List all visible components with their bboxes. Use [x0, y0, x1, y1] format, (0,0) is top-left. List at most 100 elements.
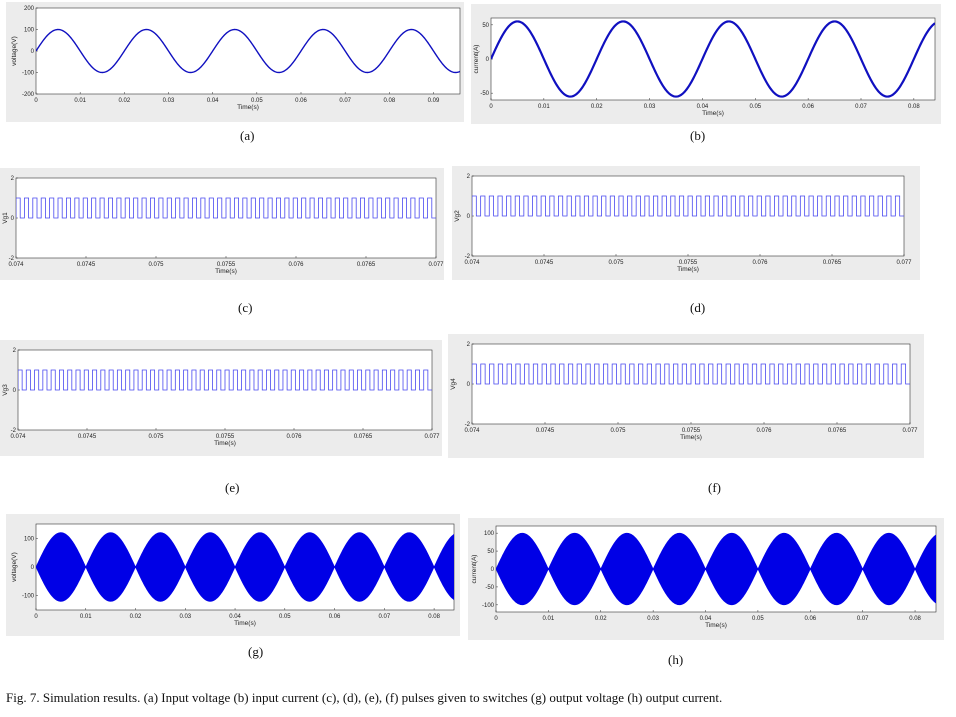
x-axis-label: Time(s): [702, 110, 724, 117]
x-tick-label: 0.02: [130, 614, 142, 620]
x-tick-label: 0.02: [595, 616, 607, 622]
y-tick-label: -50: [480, 91, 489, 97]
series-line: [36, 28, 460, 74]
y-tick-label: -2: [465, 422, 471, 428]
trace-group: [496, 532, 936, 606]
x-tick-label: 0.076: [756, 428, 772, 434]
x-tick-label: 0.076: [288, 262, 304, 268]
x-tick-label: 0.077: [428, 262, 444, 268]
subfig-label-b: (b): [690, 128, 706, 143]
x-tick-label: 0.0765: [354, 434, 373, 440]
x-tick-label: 0.0745: [536, 428, 555, 434]
y-tick-label: 0: [31, 49, 35, 55]
y-tick-label: -2: [465, 254, 471, 260]
x-tick-label: 0.06: [295, 98, 307, 104]
chart-b: 0 0.01 0.02 0.03 0.04 0.05 0.06 0.07 0.08 50 0 -50 T…: [473, 17, 936, 117]
y-tick-label: 50: [482, 23, 489, 29]
x-tick-label: 0.01: [74, 98, 86, 104]
panel-d: 0.074 0.0745 0.075 0.0755 0.076 0.0765 0.077 2 0…: [452, 166, 920, 280]
y-axis-label: voltage(V): [11, 36, 18, 66]
x-tick-label: 0.01: [543, 616, 555, 622]
y-tick-label: 100: [24, 28, 35, 34]
x-tick-label: 0.075: [610, 428, 626, 434]
pulse-train: [16, 197, 436, 219]
y-tick-label: 2: [467, 342, 471, 348]
x-tick-label: 0.077: [896, 260, 912, 266]
trace-group: [16, 197, 436, 219]
x-tick-label: 0: [34, 614, 38, 620]
x-tick-label: 0.075: [608, 260, 624, 266]
x-tick-label: 0.076: [752, 260, 768, 266]
x-tick-label: 0.0755: [216, 434, 235, 440]
x-tick-label: 0.08: [909, 616, 921, 622]
panel-h: 0 0.01 0.02 0.03 0.04 0.05 0.06 0.07 0.08 100 50 0 -…: [468, 518, 944, 640]
y-tick-label: 0: [491, 567, 495, 573]
x-tick-label: 0.03: [163, 98, 175, 104]
panel-g: 0 0.01 0.02 0.03 0.04 0.05 0.06 0.07 0.08 100 0 -10…: [6, 514, 460, 636]
x-tick-label: 0.0745: [535, 260, 554, 266]
y-axis-label: Vg1: [2, 212, 9, 224]
x-tick-label: 0.0755: [217, 262, 236, 268]
x-axis-label: Time(s): [214, 440, 236, 447]
subfig-label-d: (d): [690, 300, 706, 315]
x-tick-label: 0.04: [207, 98, 219, 104]
panel-b: 0 0.01 0.02 0.03 0.04 0.05 0.06 0.07 0.08 50 0 -50 T…: [471, 4, 941, 124]
y-tick-label: -100: [22, 71, 35, 77]
y-tick-label: 50: [487, 549, 494, 555]
x-tick-label: 0.01: [538, 104, 550, 110]
y-tick-label: 2: [467, 174, 471, 180]
x-tick-label: 0.075: [148, 262, 164, 268]
trace-group: [491, 20, 935, 98]
y-tick-label: 200: [24, 6, 35, 12]
x-tick-label: 0: [34, 98, 38, 104]
y-tick-label: 2: [13, 348, 17, 354]
y-tick-label: -2: [11, 428, 17, 434]
pulse-train: [472, 363, 910, 385]
pulse-train: [472, 195, 904, 217]
x-tick-label: 0.07: [855, 104, 867, 110]
panel-f: 0.074 0.0745 0.075 0.0755 0.076 0.0765 0.077 2 0…: [448, 334, 924, 458]
chart-g: 0 0.01 0.02 0.03 0.04 0.05 0.06 0.07 0.08 100 0 -10…: [11, 523, 455, 627]
x-tick-label: 0.0765: [828, 428, 847, 434]
x-tick-label: 0.04: [700, 616, 712, 622]
y-tick-label: -100: [22, 594, 35, 600]
panel-e: 0.074 0.0745 0.075 0.0755 0.076 0.0765 0.077 2 0…: [0, 340, 442, 456]
chart-e: 0.074 0.0745 0.075 0.0755 0.076 0.0765 0.077 2 0…: [2, 348, 440, 447]
y-tick-label: 0: [467, 382, 471, 388]
chart-c: 0.074 0.0745 0.075 0.0755 0.076 0.0765 0.077 2 0…: [2, 176, 444, 275]
y-tick-label: 100: [484, 531, 495, 537]
x-tick-label: 0.077: [902, 428, 918, 434]
y-tick-label: 100: [24, 536, 35, 542]
y-tick-label: 2: [11, 176, 15, 182]
y-tick-label: 0: [467, 214, 471, 220]
x-tick-label: 0.0755: [682, 428, 701, 434]
subfig-label-h: (h): [668, 652, 684, 667]
x-tick-label: 0.08: [428, 614, 440, 620]
subfig-label-a: (a): [240, 128, 255, 143]
x-tick-label: 0.07: [857, 616, 869, 622]
x-tick-label: 0.074: [10, 434, 26, 440]
x-tick-label: 0: [494, 616, 498, 622]
x-tick-label: 0.03: [647, 616, 659, 622]
x-tick-label: 0.0745: [78, 434, 97, 440]
y-tick-label: -200: [22, 92, 35, 98]
x-tick-label: 0.075: [148, 434, 164, 440]
subfig-label-f: (f): [708, 480, 721, 495]
x-axis-label: Time(s): [234, 620, 256, 627]
y-axis-label: voltage(V): [11, 552, 18, 582]
x-tick-label: 0: [489, 104, 493, 110]
y-tick-label: -50: [485, 585, 494, 591]
x-tick-label: 0.05: [752, 616, 764, 622]
subfig-label-e: (e): [225, 480, 240, 495]
x-axis-label: Time(s): [677, 266, 699, 273]
x-tick-label: 0.03: [644, 104, 656, 110]
x-tick-label: 0.06: [329, 614, 341, 620]
x-tick-label: 0.06: [802, 104, 814, 110]
x-axis-label: Time(s): [705, 622, 727, 629]
series-line: [491, 20, 935, 98]
y-tick-label: -100: [482, 603, 495, 609]
y-tick-label: 0: [11, 216, 15, 222]
trace-group: [472, 363, 910, 385]
x-tick-label: 0.076: [286, 434, 302, 440]
x-axis-label: Time(s): [215, 268, 237, 275]
